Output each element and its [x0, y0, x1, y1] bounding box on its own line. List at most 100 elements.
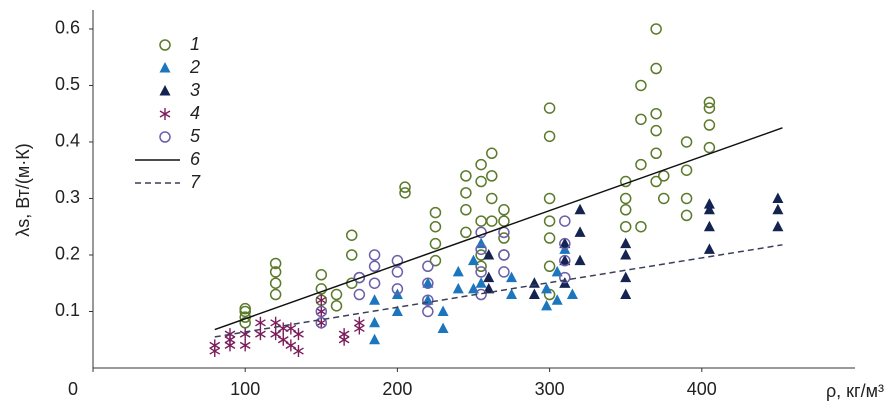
legend-label: 3: [190, 80, 200, 100]
point: [703, 102, 716, 114]
point: [369, 294, 381, 305]
point: [391, 266, 404, 278]
point: [506, 271, 518, 283]
point: [650, 62, 662, 75]
point: [483, 282, 495, 294]
point: [345, 249, 358, 261]
point: [315, 283, 328, 295]
point: [559, 215, 571, 227]
point: [429, 206, 442, 219]
point: [543, 215, 556, 227]
point: [650, 107, 662, 120]
point: [635, 158, 647, 171]
point: [422, 277, 434, 289]
point: [338, 328, 350, 341]
point: [255, 328, 266, 341]
point: [429, 254, 442, 267]
y-tick-label: 0.5: [55, 74, 80, 94]
point: [543, 260, 556, 273]
point: [559, 271, 571, 284]
point: [422, 260, 434, 273]
point: [422, 277, 434, 288]
point: [368, 260, 381, 273]
point: [658, 192, 670, 205]
legend-marker: [159, 39, 171, 51]
point: [559, 237, 571, 249]
x-tick-label: 400: [687, 379, 717, 399]
point: [399, 181, 411, 193]
point: [658, 170, 670, 182]
point: [239, 317, 251, 329]
point: [772, 192, 784, 203]
point: [460, 226, 472, 239]
y-tick-label: 0.2: [55, 244, 80, 264]
point: [353, 288, 366, 301]
point: [452, 282, 464, 294]
point: [315, 294, 327, 307]
point: [269, 277, 282, 289]
point: [239, 328, 251, 341]
point: [293, 345, 304, 358]
point: [369, 333, 381, 345]
point: [680, 209, 693, 222]
point: [635, 220, 647, 233]
y-axis-label: λs, Вт/(м·К): [13, 143, 33, 237]
point: [285, 322, 297, 335]
x-tick-label: 300: [535, 379, 565, 399]
point: [475, 243, 487, 256]
point: [285, 339, 297, 352]
point: [541, 299, 553, 311]
y-tick-label: 0.4: [55, 131, 80, 151]
point: [772, 220, 784, 232]
point: [269, 257, 282, 270]
legend-marker: [159, 62, 171, 73]
x-tick-label: 100: [230, 379, 260, 399]
point: [330, 288, 343, 301]
legend-label: 1: [190, 34, 200, 54]
point: [460, 170, 472, 182]
point: [475, 260, 487, 273]
point: [399, 187, 411, 199]
point: [620, 288, 632, 300]
point: [574, 203, 586, 215]
legend-marker: [159, 85, 171, 96]
point: [429, 237, 442, 250]
point: [703, 198, 715, 209]
point: [498, 215, 510, 227]
point: [239, 302, 251, 315]
point: [635, 113, 647, 126]
legend-marker: [159, 108, 171, 120]
point: [452, 265, 464, 277]
point: [293, 328, 304, 341]
point: [483, 271, 495, 283]
point: [703, 203, 715, 215]
point: [574, 254, 586, 266]
point: [277, 322, 289, 335]
point: [422, 294, 434, 306]
point: [255, 316, 266, 329]
point: [620, 248, 632, 260]
point: [209, 339, 221, 352]
point: [437, 305, 449, 316]
point: [475, 158, 487, 171]
point: [703, 96, 716, 109]
y-tick-label: 0.3: [55, 187, 80, 207]
fit-line: [214, 127, 783, 331]
point: [486, 170, 498, 182]
point: [475, 266, 487, 278]
point: [369, 316, 381, 328]
point: [353, 316, 365, 329]
point: [422, 305, 434, 318]
point: [391, 254, 404, 267]
legend-label: 6: [190, 149, 201, 169]
point: [368, 249, 381, 261]
point: [680, 136, 693, 148]
point: [635, 79, 647, 92]
point: [650, 175, 662, 188]
point: [437, 322, 449, 333]
point: [543, 102, 556, 114]
point: [460, 187, 472, 199]
point: [620, 271, 632, 283]
point: [680, 164, 693, 176]
point: [543, 232, 556, 244]
